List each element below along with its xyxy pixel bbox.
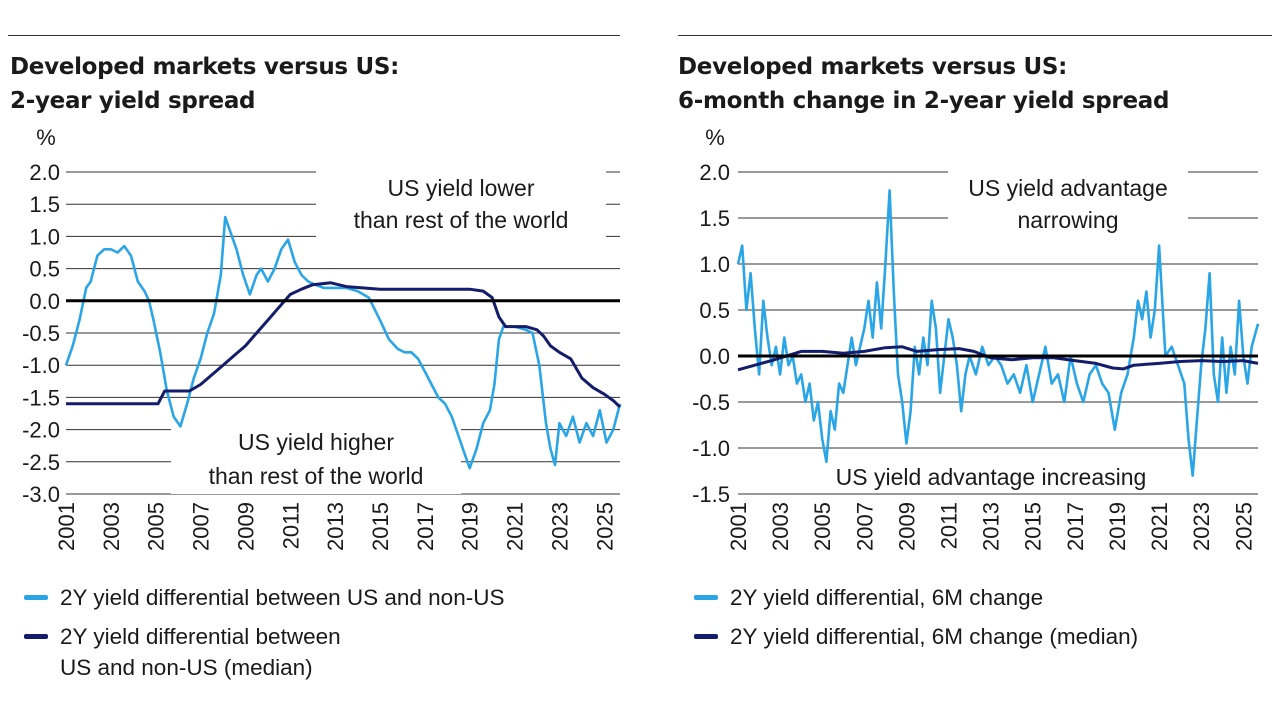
x-tick-label: 2015: [368, 502, 393, 551]
x-tick-label: 2019: [1105, 502, 1130, 551]
legend-item-median: 2Y yield differential, 6M change (median…: [682, 621, 1138, 652]
series-line-light: [736, 189, 1260, 477]
y-tick-label: -2.5: [22, 450, 60, 475]
y-axis-unit: %: [705, 125, 725, 150]
x-tick-label: 2025: [592, 502, 617, 551]
top-rule: [678, 35, 1272, 36]
legend-label: 2Y yield differential, 6M change: [730, 585, 1044, 610]
y-tick-label: -3.0: [22, 482, 60, 507]
y-tick-label: 1.0: [699, 252, 730, 277]
x-tick-label: 2009: [894, 502, 919, 551]
annotation-text: US yield advantage: [968, 175, 1167, 201]
legend-item-change: 2Y yield differential, 6M change: [682, 582, 1138, 613]
y-tick-label: -1.0: [692, 436, 730, 461]
x-tick-label: 2011: [937, 502, 962, 549]
series-line-light: [64, 215, 622, 470]
y-tick-label: -1.5: [692, 482, 730, 507]
x-tick-label: 2007: [852, 502, 877, 551]
annotation-text: US yield advantage increasing: [836, 464, 1147, 490]
y-tick-label: -2.0: [22, 418, 60, 443]
x-tick-label: 2009: [233, 502, 258, 551]
y-tick-label: 2.0: [699, 160, 730, 185]
legend: 2Y yield differential between US and non…: [12, 582, 504, 683]
x-tick-label: 2001: [54, 502, 79, 551]
x-tick-label: 2013: [323, 502, 348, 551]
top-rule: [8, 35, 620, 36]
y-tick-label: 0.5: [29, 257, 60, 282]
x-tick-label: 2023: [1189, 502, 1214, 551]
annotation-text: than rest of the world: [354, 207, 569, 233]
annotation-text: US yield lower: [388, 175, 535, 201]
chart-title: Developed markets versus US: 6-month cha…: [678, 50, 1169, 118]
y-tick-label: 1.5: [29, 192, 60, 217]
y-tick-label: -0.5: [22, 321, 60, 346]
y-tick-label: 1.5: [699, 206, 730, 231]
six-month-change-chart: 2.0 1.5 1.0 0.5 0.0 -0.5 -1.0 -1.5% 2001 2003 2005…: [692, 125, 1260, 551]
y-tick-label: -1.0: [22, 353, 60, 378]
y-tick-label: -0.5: [692, 390, 730, 415]
y-tick-label: 2.0: [29, 160, 60, 185]
x-tick-label: 2021: [503, 502, 528, 551]
annotation-background: [316, 170, 606, 240]
y-tick-label: 0.0: [29, 289, 60, 314]
annotation-background: [803, 459, 1179, 493]
annotation-background: [171, 424, 461, 494]
x-tick-label: 2007: [189, 502, 214, 551]
x-tick-label: 2003: [768, 502, 793, 551]
legend-swatch-dark: [694, 634, 718, 639]
x-tick-label: 2001: [726, 502, 751, 551]
x-tick-label: 2003: [99, 502, 124, 551]
x-tick-label: 2005: [144, 502, 169, 551]
series-line-median: [737, 345, 1259, 372]
annotation-background: [948, 170, 1188, 240]
y-tick-label: -1.5: [22, 385, 60, 410]
x-tick-label: 2017: [1063, 502, 1088, 551]
x-tick-label: 2015: [1021, 502, 1046, 551]
x-tick-label: 2025: [1231, 502, 1256, 551]
legend-swatch-light: [24, 595, 48, 600]
legend-label: 2Y yield differential, 6M change (median…: [730, 624, 1139, 649]
yield-spread-chart: 2.0 1.5 1.0 0.5 0.0 -0.5 -1.0 -1.5 -2.0 -2.5 -3.0%…: [22, 125, 622, 551]
x-tick-label: 2011: [278, 502, 303, 549]
legend-label: 2Y yield differential between US and non…: [60, 585, 505, 610]
y-tick-label: 0.0: [699, 344, 730, 369]
y-tick-label: 1.0: [29, 224, 60, 249]
legend: 2Y yield differential, 6M change 2Y yiel…: [682, 582, 1138, 652]
annotation-text: than rest of the world: [209, 463, 424, 489]
x-tick-label: 2019: [458, 502, 483, 551]
legend-swatch-dark: [24, 634, 48, 639]
x-tick-label: 2023: [547, 502, 572, 551]
legend-label: 2Y yield differential between: [60, 624, 341, 649]
y-tick-label: 0.5: [699, 298, 730, 323]
y-axis-unit: %: [36, 125, 56, 150]
x-tick-label: 2005: [810, 502, 835, 551]
chart-panel-yield-spread: Developed markets versus US: 2-year yiel…: [8, 35, 622, 683]
chart-title-line1: Developed markets versus US:: [678, 54, 1068, 80]
chart-subtitle: 6-month change in 2-year yield spread: [678, 88, 1170, 114]
legend-item-median: 2Y yield differential between US and non…: [12, 621, 504, 683]
legend-swatch-light: [694, 595, 718, 600]
annotation-text: US yield higher: [238, 429, 394, 455]
x-tick-label: 2013: [979, 502, 1004, 551]
series-line-median: [66, 281, 622, 409]
chart-panel-6m-change: Developed markets versus US: 6-month cha…: [640, 0, 1280, 720]
chart-title-line1: Developed markets versus US:: [10, 54, 400, 80]
legend-item-spread: 2Y yield differential between US and non…: [12, 582, 504, 613]
x-tick-label: 2021: [1147, 502, 1172, 551]
annotation-text: narrowing: [1018, 207, 1119, 233]
chart-subtitle: 2-year yield spread: [10, 88, 256, 114]
legend-label-line2: US and non-US (median): [60, 655, 313, 680]
x-tick-label: 2017: [413, 502, 438, 551]
chart-title: Developed markets versus US: 2-year yiel…: [10, 50, 399, 118]
